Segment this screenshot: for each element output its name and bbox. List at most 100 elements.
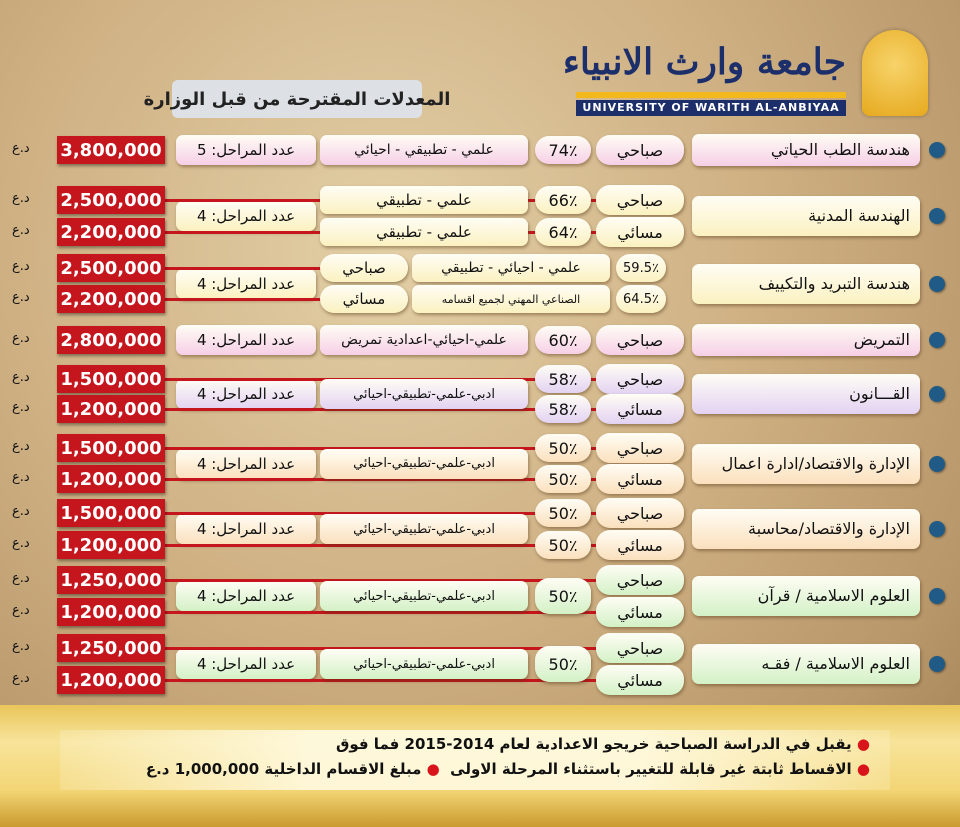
stages-count: عدد المراحل: 5 (176, 135, 316, 165)
department-name: الإدارة والاقتصاد/محاسبة (692, 509, 920, 549)
bullet-icon: ● (421, 760, 451, 778)
shift-label: صباحي (596, 364, 684, 394)
bullet-icon: ● (851, 735, 870, 753)
shift-label: صباحي (320, 254, 408, 282)
price-value: 1,200,000 (57, 465, 165, 493)
shift-label: مسائي (320, 285, 408, 313)
admission-streams: ادبي-علمي-تطبيقي-احيائي (320, 514, 528, 544)
admission-streams: علمي-احيائي-اعدادية تمريض (320, 325, 528, 355)
note-text: الاقساط ثابتة غير قابلة للتغيير باستثناء… (450, 760, 852, 778)
stages-count: عدد المراحل: 4 (176, 581, 316, 611)
shift-label: صباحي (596, 135, 684, 165)
department-name: العلوم الاسلامية / قرآن (692, 576, 920, 616)
currency-label: د.ع (12, 439, 30, 454)
min-percent: 66٪ (535, 186, 591, 214)
stages-count: عدد المراحل: 4 (176, 448, 316, 479)
price-value: 1,500,000 (57, 499, 165, 527)
admission-streams: علمي - احيائي - تطبيقي (412, 254, 610, 282)
currency-label: د.ع (12, 259, 30, 274)
currency-label: د.ع (12, 671, 30, 686)
logo-english-text: UNIVERSITY OF WARITH AL-ANBIYAA (576, 100, 846, 116)
page-title: المعدلات المقترحة من قبل الوزارة (144, 80, 450, 118)
min-percent: 60٪ (535, 326, 591, 354)
bullet-icon (929, 142, 945, 158)
bullet-icon (929, 332, 945, 348)
bullet-icon (929, 208, 945, 224)
price-value: 2,500,000 (57, 186, 165, 214)
connector-line (160, 478, 600, 481)
currency-label: د.ع (12, 639, 30, 654)
price-value: 2,500,000 (57, 254, 165, 282)
price-value: 1,200,000 (57, 395, 165, 423)
department-name: التمريض (692, 324, 920, 356)
shift-label: مسائي (596, 464, 684, 494)
connector-line (160, 679, 600, 682)
connector-line (160, 544, 600, 547)
admission-streams: ادبي-علمي-تطبيقي-احيائي (320, 649, 528, 679)
price-value: 1,500,000 (57, 434, 165, 462)
connector-line (160, 647, 600, 650)
price-value: 3,800,000 (57, 136, 165, 164)
stages-count: عدد المراحل: 4 (176, 514, 316, 544)
connector-line (160, 267, 330, 270)
note-text: مبلغ الاقسام الداخلية 1,000,000 د.ع (145, 760, 422, 778)
price-value: 1,200,000 (57, 666, 165, 694)
price-value: 2,800,000 (57, 326, 165, 354)
note-line-1: ● يقبل في الدراسة الصباحية خريجو الاعداد… (336, 735, 870, 753)
logo-divider (576, 92, 846, 98)
currency-label: د.ع (12, 536, 30, 551)
shift-label: صباحي (596, 498, 684, 528)
currency-label: د.ع (12, 571, 30, 586)
shift-label: صباحي (596, 325, 684, 355)
stages-count: عدد المراحل: 4 (176, 201, 316, 231)
note-text: يقبل في الدراسة الصباحية خريجو الاعدادية… (335, 735, 852, 753)
bullet-icon (929, 588, 945, 604)
min-percent: 58٪ (535, 395, 591, 423)
shift-label: صباحي (596, 433, 684, 463)
admission-streams: الصناعي المهني لجميع اقسامه (412, 285, 610, 313)
department-name: الهندسة المدنية (692, 196, 920, 236)
stages-count: عدد المراحل: 4 (176, 268, 316, 299)
currency-label: د.ع (12, 290, 30, 305)
connector-line (160, 579, 600, 582)
connector-line (160, 408, 600, 411)
min-percent: 74٪ (535, 136, 591, 164)
admission-streams: علمي - تطبيقي (320, 218, 528, 246)
shift-label: مسائي (596, 597, 684, 627)
admission-streams: ادبي-علمي-تطبيقي-احيائي (320, 379, 528, 409)
connector-line (160, 512, 600, 515)
currency-label: د.ع (12, 331, 30, 346)
price-value: 1,200,000 (57, 531, 165, 559)
admission-streams: علمي - تطبيقي (320, 186, 528, 214)
price-value: 1,250,000 (57, 634, 165, 662)
shift-label: مسائي (596, 530, 684, 560)
shift-label: صباحي (596, 633, 684, 663)
department-name: هندسة التبريد والتكييف (692, 263, 920, 304)
currency-label: د.ع (12, 370, 30, 385)
price-value: 1,200,000 (57, 598, 165, 626)
min-percent: 50٪ (535, 434, 591, 462)
currency-label: د.ع (12, 470, 30, 485)
min-percent: 58٪ (535, 365, 591, 393)
min-percent: 50٪ (535, 499, 591, 527)
stages-count: عدد المراحل: 4 (176, 325, 316, 355)
stages-count: عدد المراحل: 4 (176, 379, 316, 409)
department-name: هندسة الطب الحياتي (692, 134, 920, 166)
university-logo: جامعة وارث الانبياء UNIVERSITY OF WARITH… (563, 28, 846, 118)
bullet-icon (929, 275, 945, 292)
min-percent: 64.5٪ (616, 285, 666, 313)
notes-panel (60, 730, 890, 790)
currency-label: د.ع (12, 603, 30, 618)
admission-streams: ادبي-علمي-تطبيقي-احيائي (320, 581, 528, 611)
currency-label: د.ع (12, 504, 30, 519)
shift-label: مسائي (596, 394, 684, 424)
bullet-icon: ● (851, 760, 870, 778)
admission-streams: ادبي-علمي-تطبيقي-احيائي (320, 448, 528, 479)
currency-label: د.ع (12, 191, 30, 206)
connector-line (160, 611, 600, 614)
min-percent: 59.5٪ (616, 254, 666, 282)
bullet-icon (929, 386, 945, 402)
shift-label: مسائي (596, 217, 684, 247)
shift-label: مسائي (596, 665, 684, 695)
department-name: العلوم الاسلامية / فقـه (692, 644, 920, 684)
